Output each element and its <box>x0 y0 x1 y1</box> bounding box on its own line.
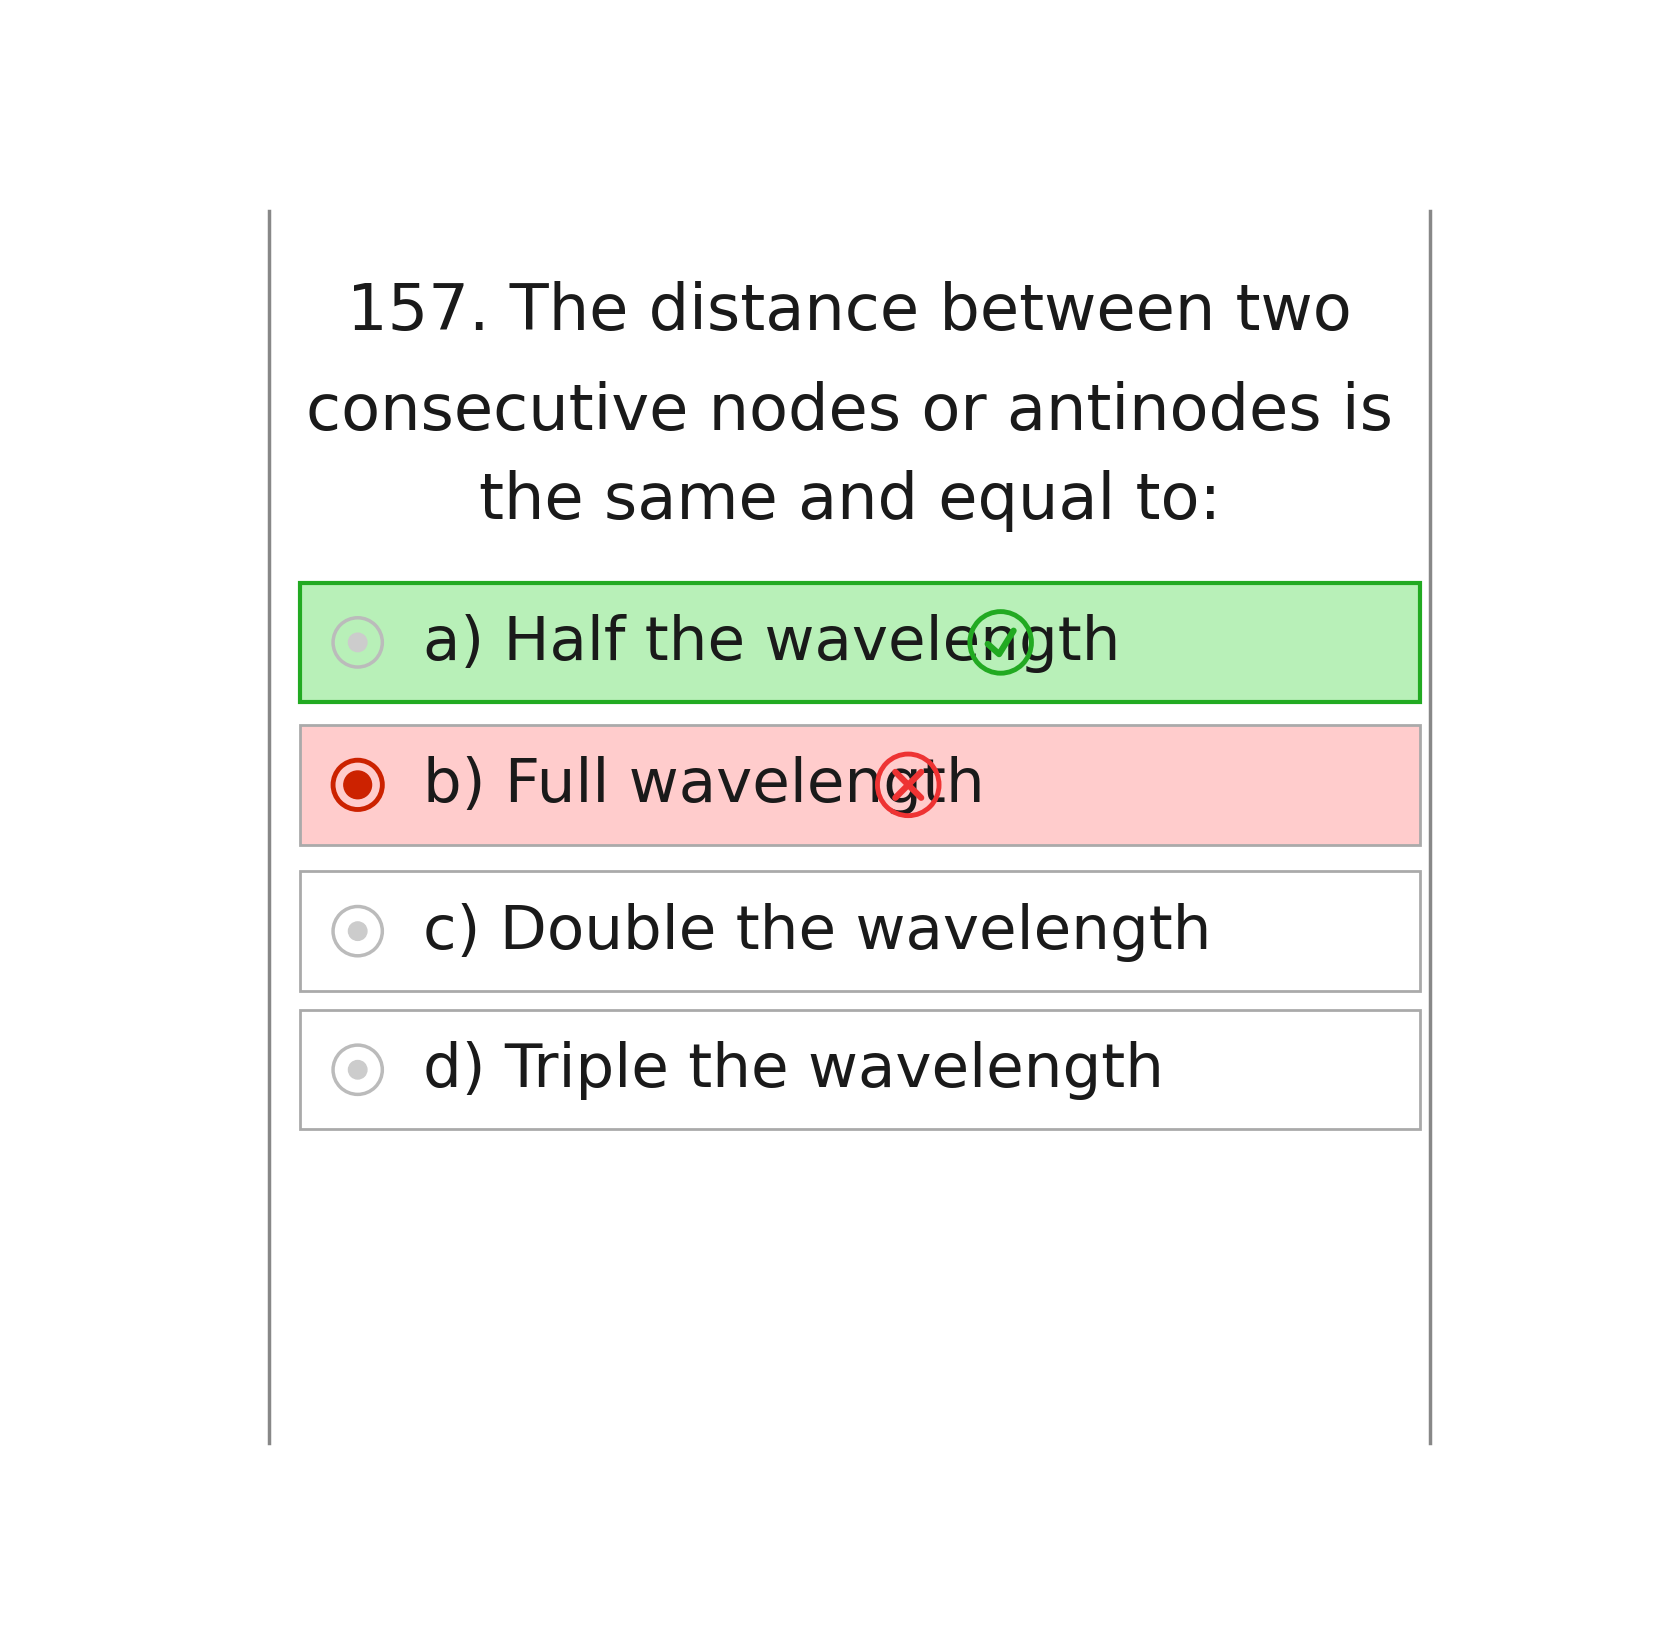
Circle shape <box>348 634 366 652</box>
Text: 157. The distance between two: 157. The distance between two <box>346 282 1352 343</box>
Text: the same and equal to:: the same and equal to: <box>479 470 1220 531</box>
Text: consecutive nodes or antinodes is: consecutive nodes or antinodes is <box>307 382 1392 443</box>
Text: b) Full wavelength: b) Full wavelength <box>423 756 984 815</box>
FancyBboxPatch shape <box>300 583 1420 703</box>
Circle shape <box>343 772 371 800</box>
Text: c) Double the wavelength: c) Double the wavelength <box>423 901 1211 960</box>
Text: a) Half the wavelength: a) Half the wavelength <box>423 613 1120 672</box>
FancyBboxPatch shape <box>300 726 1420 846</box>
FancyBboxPatch shape <box>300 872 1420 992</box>
Circle shape <box>348 923 366 941</box>
Circle shape <box>348 1060 366 1080</box>
Text: d) Triple the wavelength: d) Triple the wavelength <box>423 1041 1163 1100</box>
FancyBboxPatch shape <box>300 1011 1420 1129</box>
